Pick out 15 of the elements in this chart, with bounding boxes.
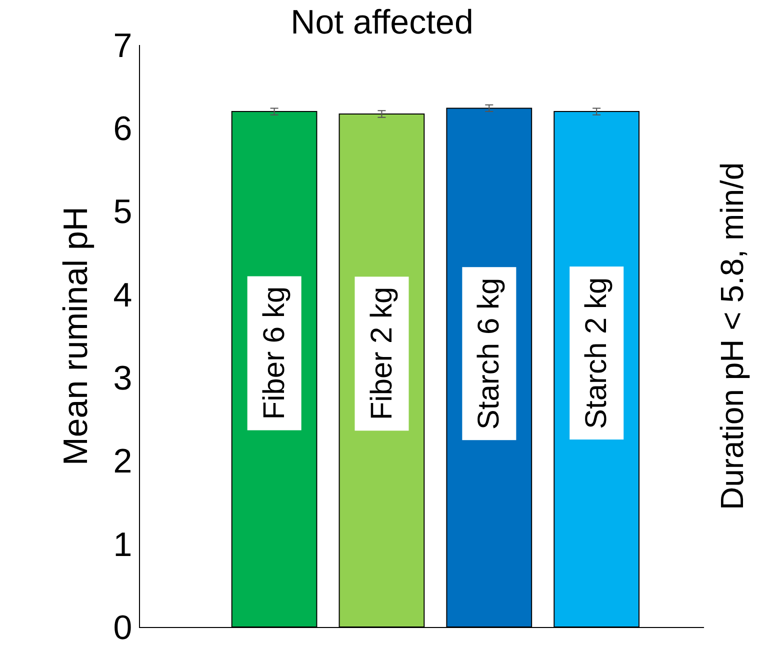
y-axis-title: Mean ruminal pH [56,206,95,466]
x-tick-label: Starch 2 kg [580,277,614,430]
x-tick-label: Starch 6 kg [472,278,506,430]
chart-title: Not affected [290,4,474,42]
y-tick-label: 6 [113,110,132,148]
x-tick-label: Fiber 2 kg [365,286,398,420]
y-tick-label: 7 [113,26,132,65]
y-tick-label: 3 [113,359,132,398]
y-tick-label: 0 [113,608,132,647]
y-tick-label: 4 [113,276,132,314]
y-tick-label: 1 [113,526,132,564]
y-tick-label: 5 [113,193,132,232]
y2-axis-title: Duration pH < 5.8, min/d [714,162,750,510]
y-tick-label: 2 [113,442,132,481]
x-tick-label: Fiber 6 kg [258,286,291,420]
